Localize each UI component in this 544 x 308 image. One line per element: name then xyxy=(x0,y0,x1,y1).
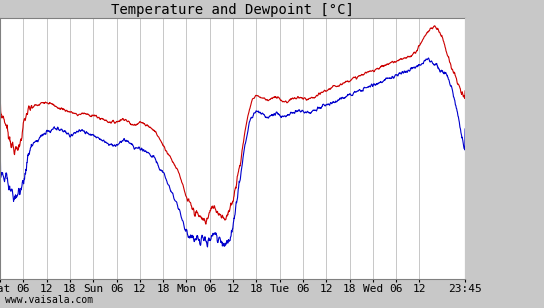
Text: www.vaisala.com: www.vaisala.com xyxy=(5,295,94,305)
Title: Temperature and Dewpoint [°C]: Temperature and Dewpoint [°C] xyxy=(111,3,354,17)
